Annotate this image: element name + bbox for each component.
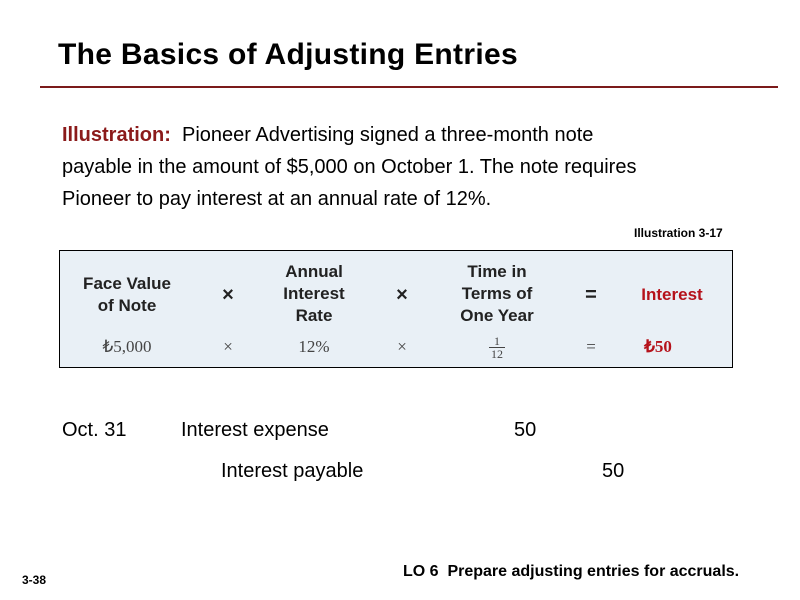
value-rate: 12% <box>298 337 330 356</box>
header-face-value: Face Value of Note <box>83 274 171 315</box>
entry-debit-amount: 50 <box>514 419 537 441</box>
illustration-reference: Illustration 3-17 <box>634 226 723 240</box>
entry-credit-amount: 50 <box>602 460 625 482</box>
illustration-line-2: payable in the amount of $5,000 on Octob… <box>62 156 637 178</box>
entry-credit-account: Interest payable <box>221 460 364 482</box>
header-time: Time in Terms of One Year <box>460 262 534 325</box>
entry-date: Oct. 31 <box>62 419 127 441</box>
illustration-line-3: Pioneer to pay interest at an annual rat… <box>62 188 492 210</box>
times-operator-1: × <box>222 284 234 306</box>
learning-objective: LO 6 Prepare adjusting entries for accru… <box>403 563 739 581</box>
header-annual-rate: Annual Interest Rate <box>283 262 345 325</box>
value-face: ₺5,000 <box>102 337 152 356</box>
value-times-1: × <box>223 337 233 356</box>
entry-debit-account: Interest expense <box>181 419 329 441</box>
illustration-line-1: Pioneer Advertising signed a three-month… <box>182 124 594 146</box>
illustration-lead: Illustration: <box>62 124 171 146</box>
value-equals: = <box>586 337 596 356</box>
header-interest: Interest <box>641 285 703 304</box>
times-operator-2: × <box>396 284 408 306</box>
slide-title: The Basics of Adjusting Entries <box>58 38 518 71</box>
value-time-fraction: 1 12 <box>489 335 505 363</box>
lo-code: LO 6 <box>403 563 439 580</box>
title-divider <box>40 86 778 88</box>
fraction-denominator: 12 <box>491 347 503 361</box>
illustration-text: Illustration: Pioneer Advertising signed… <box>62 119 752 215</box>
lo-text: Prepare adjusting entries for accruals. <box>447 563 740 580</box>
value-interest: ₺50 <box>644 337 672 356</box>
equals-operator: = <box>585 284 597 306</box>
page-number: 3-38 <box>22 573 47 587</box>
value-times-2: × <box>397 337 407 356</box>
interest-formula-box: Face Value of Note × Annual Interest Rat… <box>59 250 733 368</box>
fraction-numerator: 1 <box>489 335 505 348</box>
